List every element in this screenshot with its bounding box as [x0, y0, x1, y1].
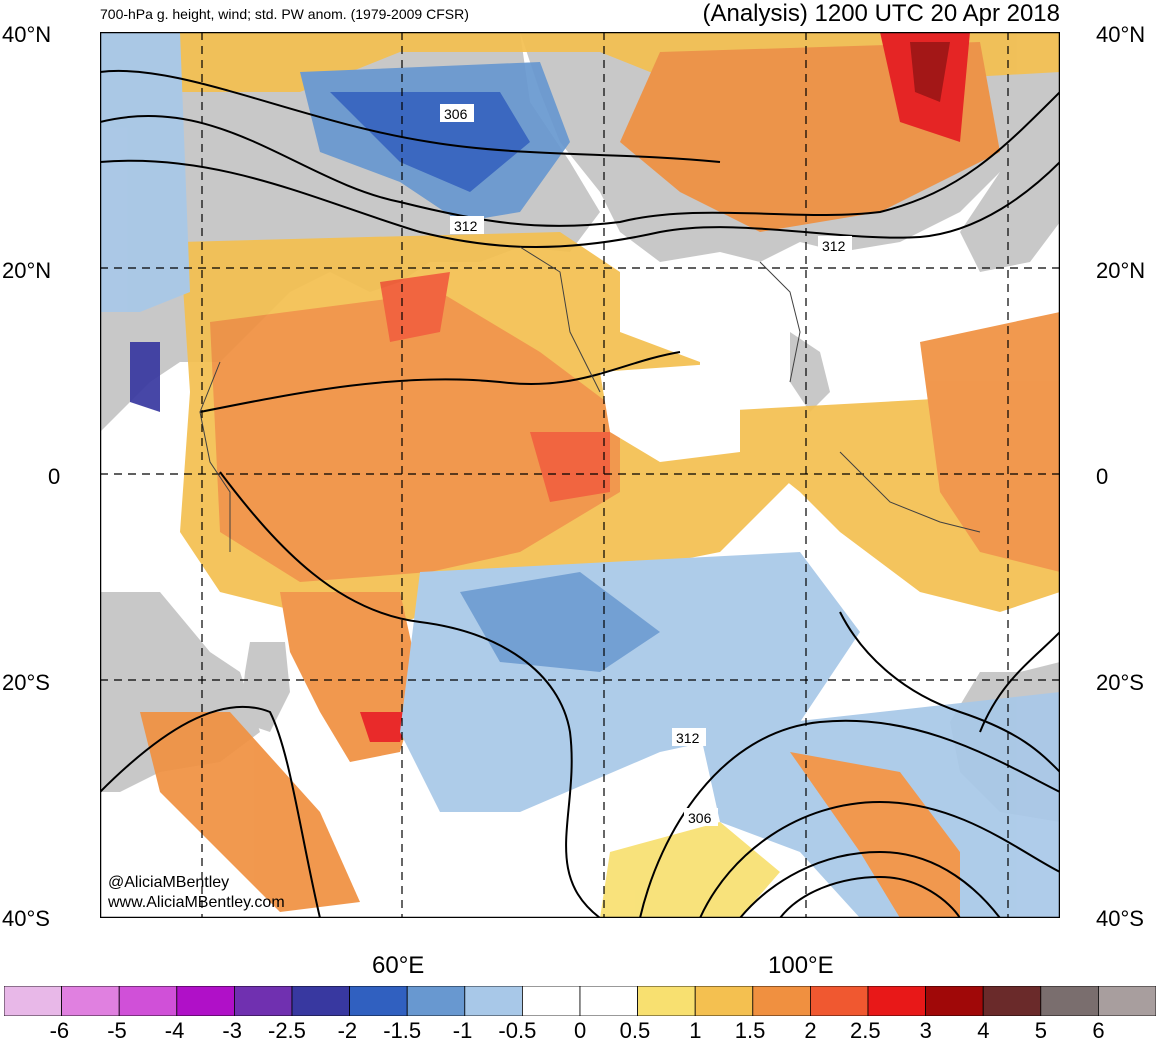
credit-handle: @AliciaMBentley [108, 874, 230, 891]
colorbar-tick-label: 1 [689, 1018, 702, 1043]
map-panel: 306 312 312 312 306 [100, 32, 1060, 918]
lat-label-eq-left: 0 [48, 464, 61, 489]
coastlines [199, 246, 981, 552]
lat-lon-grid [100, 32, 1060, 918]
lat-label-40s-right: 40°S [1096, 906, 1144, 931]
colorbar-swatch [752, 986, 811, 1016]
contour-label-312-north: 312 [454, 218, 478, 234]
lat-label-20n-left: 20°N [2, 258, 52, 283]
height-contours [100, 69, 1060, 918]
colorbar-tick-label: 0.5 [619, 1018, 651, 1043]
colorbar-swatch [694, 986, 754, 1016]
colorbar-swatch [61, 986, 120, 1016]
colorbar-tick-label: 0 [574, 1018, 587, 1043]
colorbar-tick-label: 5 [1034, 1018, 1048, 1043]
colorbar-swatch [233, 986, 293, 1016]
colorbar-swatch [176, 986, 235, 1016]
map-title-left: 700-hPa g. height, wind; std. PW anom. (… [100, 6, 469, 22]
contour-label-312-south: 312 [676, 730, 700, 746]
colorbar-swatch [1040, 986, 1099, 1016]
colorbar-swatch [464, 986, 523, 1016]
colorbar-tick-label: 2 [804, 1018, 817, 1043]
colorbar-swatch [349, 986, 408, 1016]
contour-label-bg-312-north [450, 216, 484, 234]
colorbar-swatch [810, 986, 869, 1016]
lon-label-60e: 60°E [372, 952, 425, 979]
colorbar-tick-label: -3 [222, 1018, 242, 1043]
colorbar-tick-label: 6 [1092, 1018, 1105, 1043]
contour-label-bg-312-south [672, 728, 706, 746]
colorbar-swatch [982, 986, 1042, 1016]
lat-label-20n-right: 20°N [1096, 258, 1146, 283]
lat-label-40s-left: 40°S [2, 906, 50, 931]
lat-label-40n-left: 40°N [2, 22, 52, 47]
colorbar-tick-label: 4 [977, 1018, 990, 1043]
colorbar-swatch [925, 986, 984, 1016]
colorbar-tick-label: -0.5 [498, 1018, 537, 1043]
colorbar-tick-label: -4 [164, 1018, 185, 1043]
lat-label-20s-left: 20°S [2, 670, 50, 695]
colorbar-tick-label: -5 [107, 1018, 127, 1043]
colorbar-swatch [291, 986, 350, 1016]
colorbar-swatch [4, 986, 62, 1016]
contour-label-306-north: 306 [444, 106, 468, 122]
colorbar-swatch [579, 986, 638, 1016]
colorbar-tick-label: 3 [919, 1018, 932, 1043]
contour-label-bg-306-north [440, 104, 474, 122]
colorbar-swatch [1098, 986, 1156, 1016]
contour-label-312-east: 312 [822, 238, 846, 254]
colorbar-tick-label: 2.5 [850, 1018, 881, 1043]
colorbar-tick-label: -1 [452, 1018, 473, 1043]
colorbar-tick-label: 1.5 [734, 1018, 766, 1043]
colorbar-tick-label: -6 [49, 1018, 70, 1043]
lon-label-100e: 100°E [768, 952, 834, 979]
lat-label-40n-right: 40°N [1096, 22, 1146, 47]
pw-anomaly-shading [100, 32, 1060, 918]
colorbar-swatch [637, 986, 696, 1016]
colorbar-swatch [867, 986, 926, 1016]
colorbar-swatch [406, 986, 466, 1016]
credit-url: www.AliciaMBentley.com [108, 894, 285, 911]
colorbar-tick-label: -1.5 [383, 1018, 422, 1043]
colorbar-swatch [522, 986, 581, 1016]
map-title-right: (Analysis) 1200 UTC 20 Apr 2018 [702, 0, 1060, 27]
contour-label-306-south: 306 [688, 810, 712, 826]
contour-label-bg-306-south [684, 808, 718, 826]
lat-label-eq-right: 0 [1096, 464, 1109, 489]
colorbar-swatch [118, 986, 178, 1016]
colorbar-tick-label: -2.5 [268, 1018, 306, 1043]
colorbar [4, 986, 1156, 1016]
lat-label-20s-right: 20°S [1096, 670, 1144, 695]
contour-label-bg-312-east [818, 236, 852, 254]
map-frame [100, 32, 1060, 918]
colorbar-tick-label: -2 [337, 1018, 358, 1043]
